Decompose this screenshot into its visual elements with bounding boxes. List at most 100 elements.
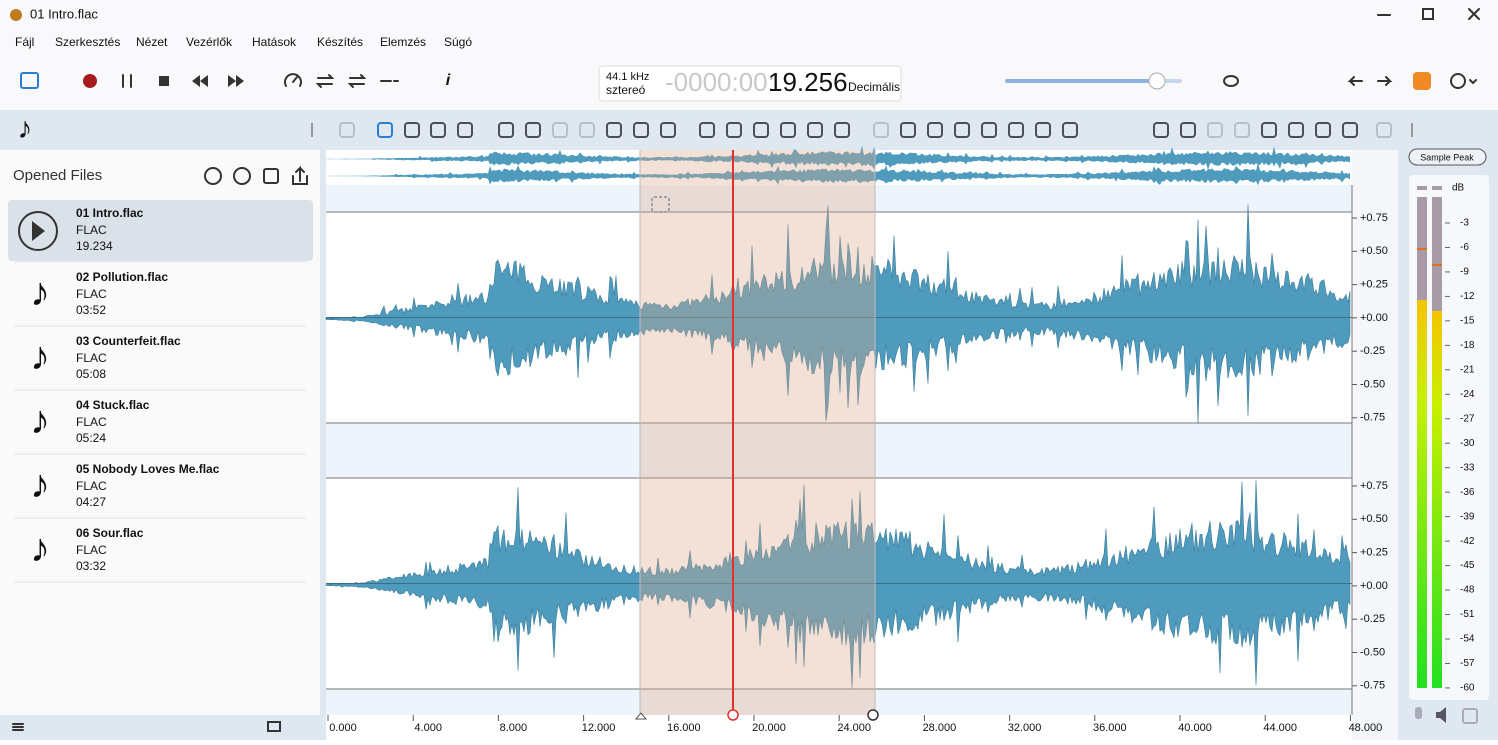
amplitude-label: -0.75 (1360, 412, 1385, 424)
tool-button[interactable] (954, 122, 970, 138)
play-icon[interactable] (18, 211, 58, 251)
tool-button[interactable] (1261, 122, 1277, 138)
tool-button[interactable] (753, 122, 769, 138)
tool-button[interactable] (1153, 122, 1169, 138)
tool-button[interactable] (552, 122, 568, 138)
selection-handle-icon[interactable] (651, 196, 670, 213)
tool-button[interactable] (579, 122, 595, 138)
visibility-button[interactable] (1223, 75, 1239, 87)
selection[interactable] (640, 150, 875, 715)
axes: +0.75 +0.50 +0.25 +0.00 -0.25 -0.50 -0.75 +0.75… (327, 185, 1388, 734)
menu-item[interactable]: Készítés (317, 35, 363, 49)
tool-button[interactable] (606, 122, 622, 138)
tool-button[interactable] (981, 122, 997, 138)
tool-button[interactable] (726, 122, 742, 138)
meter-label: -21 (1460, 364, 1475, 375)
tool-button[interactable] (525, 122, 541, 138)
record-button[interactable] (83, 74, 97, 88)
time-display (598, 65, 902, 102)
mic-button[interactable] (1415, 707, 1422, 719)
time-label: 16.000 (667, 722, 701, 734)
tool-button[interactable] (834, 122, 850, 138)
tool-button[interactable] (927, 122, 943, 138)
file-name[interactable]: 02 Pollution.flac (76, 270, 168, 284)
meter-label: -33 (1460, 462, 1475, 473)
tool-button[interactable] (457, 122, 473, 138)
file-name[interactable]: 01 Intro.flac (76, 206, 144, 220)
tool-button[interactable] (900, 122, 916, 138)
menu-item[interactable]: Fájl (15, 35, 34, 49)
tool-button[interactable] (339, 122, 355, 138)
tool-button[interactable] (1234, 122, 1250, 138)
menu-item[interactable]: Elemzés (380, 35, 426, 49)
tool-button[interactable] (807, 122, 823, 138)
menu-item[interactable]: Vezérlők (186, 35, 233, 49)
rewind-button[interactable] (192, 75, 208, 87)
tool-button[interactable] (498, 122, 514, 138)
meter-label: -24 (1460, 389, 1475, 400)
tool-button[interactable] (633, 122, 649, 138)
history-button[interactable] (1450, 73, 1466, 89)
tool-button[interactable] (1062, 122, 1078, 138)
tool-button[interactable] (660, 122, 676, 138)
filter-button[interactable] (204, 167, 222, 185)
file-name[interactable]: 05 Nobody Loves Me.flac (76, 462, 220, 476)
menu-item[interactable]: Nézet (136, 35, 168, 49)
back-button[interactable] (1347, 76, 1363, 86)
tool-button[interactable] (1035, 122, 1051, 138)
tool-button[interactable] (377, 122, 393, 138)
menu-item[interactable]: Súgó (444, 35, 472, 49)
tool-button[interactable] (430, 122, 446, 138)
tool-button[interactable] (1376, 122, 1392, 138)
app-badge[interactable] (1413, 72, 1431, 90)
tool-button[interactable] (873, 122, 889, 138)
tool-button[interactable] (404, 122, 420, 138)
meter-mode-button[interactable] (1408, 148, 1487, 166)
time-label: 8.000 (500, 722, 528, 734)
tool-button[interactable] (1180, 122, 1196, 138)
meter-settings[interactable] (1462, 708, 1478, 724)
share-button[interactable] (292, 165, 308, 185)
menu-item[interactable]: Hatások (252, 35, 297, 49)
selection-start-marker[interactable] (634, 712, 648, 720)
file-icon: ♪ (30, 463, 50, 507)
display-button[interactable] (267, 721, 281, 732)
speed-button[interactable] (284, 73, 302, 87)
stop-button[interactable] (159, 76, 169, 86)
close-button[interactable] (1468, 8, 1480, 20)
tool-button[interactable] (1008, 122, 1024, 138)
speaker-button[interactable] (1436, 707, 1446, 723)
forward-button[interactable] (228, 75, 244, 87)
next-button[interactable] (1377, 76, 1393, 86)
tool-button[interactable] (699, 122, 715, 138)
meter-label: -3 (1460, 218, 1469, 229)
amplitude-label: +0.00 (1360, 312, 1388, 324)
list-view-button[interactable] (12, 723, 24, 731)
file-name[interactable]: 03 Counterfeit.flac (76, 334, 181, 348)
time-format[interactable]: Decimális (848, 80, 900, 94)
amplitude-label: +0.75 (1360, 212, 1388, 224)
sidebar-toggle[interactable] (20, 72, 39, 89)
file-item-selected[interactable] (8, 200, 313, 261)
loop-selection-button[interactable] (347, 74, 367, 88)
file-name[interactable]: 04 Stuck.flac (76, 398, 150, 412)
file-name[interactable]: 06 Sour.flac (76, 526, 144, 540)
loop-button[interactable] (315, 74, 335, 88)
tool-button[interactable] (1315, 122, 1331, 138)
maximize-button[interactable] (1422, 8, 1434, 20)
tool-button[interactable] (1207, 122, 1223, 138)
duplicate-button[interactable] (263, 168, 279, 184)
tool-button[interactable] (1288, 122, 1304, 138)
selection-end-marker[interactable] (867, 709, 879, 721)
volume-thumb[interactable] (1148, 72, 1166, 90)
menu-item[interactable]: Szerkesztés (55, 35, 120, 49)
pause-button[interactable] (122, 74, 132, 88)
info-button[interactable]: i (446, 72, 451, 89)
tool-button[interactable] (1342, 122, 1358, 138)
sample-rate: 44.1 kHz (606, 71, 649, 83)
meter-mode[interactable]: Sample Peak (1420, 152, 1474, 162)
playhead-marker[interactable] (727, 709, 739, 721)
add-button[interactable] (233, 167, 251, 185)
history-dropdown[interactable] (1469, 79, 1477, 85)
tool-button[interactable] (780, 122, 796, 138)
